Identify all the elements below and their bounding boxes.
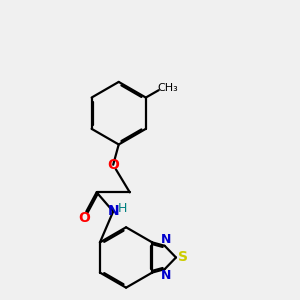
Text: N: N xyxy=(161,269,172,282)
Text: O: O xyxy=(107,158,119,172)
Text: N: N xyxy=(161,233,172,246)
Text: CH₃: CH₃ xyxy=(158,83,178,93)
Text: N: N xyxy=(107,205,119,218)
Text: S: S xyxy=(178,250,188,265)
Text: H: H xyxy=(118,202,127,215)
Text: O: O xyxy=(79,211,90,225)
